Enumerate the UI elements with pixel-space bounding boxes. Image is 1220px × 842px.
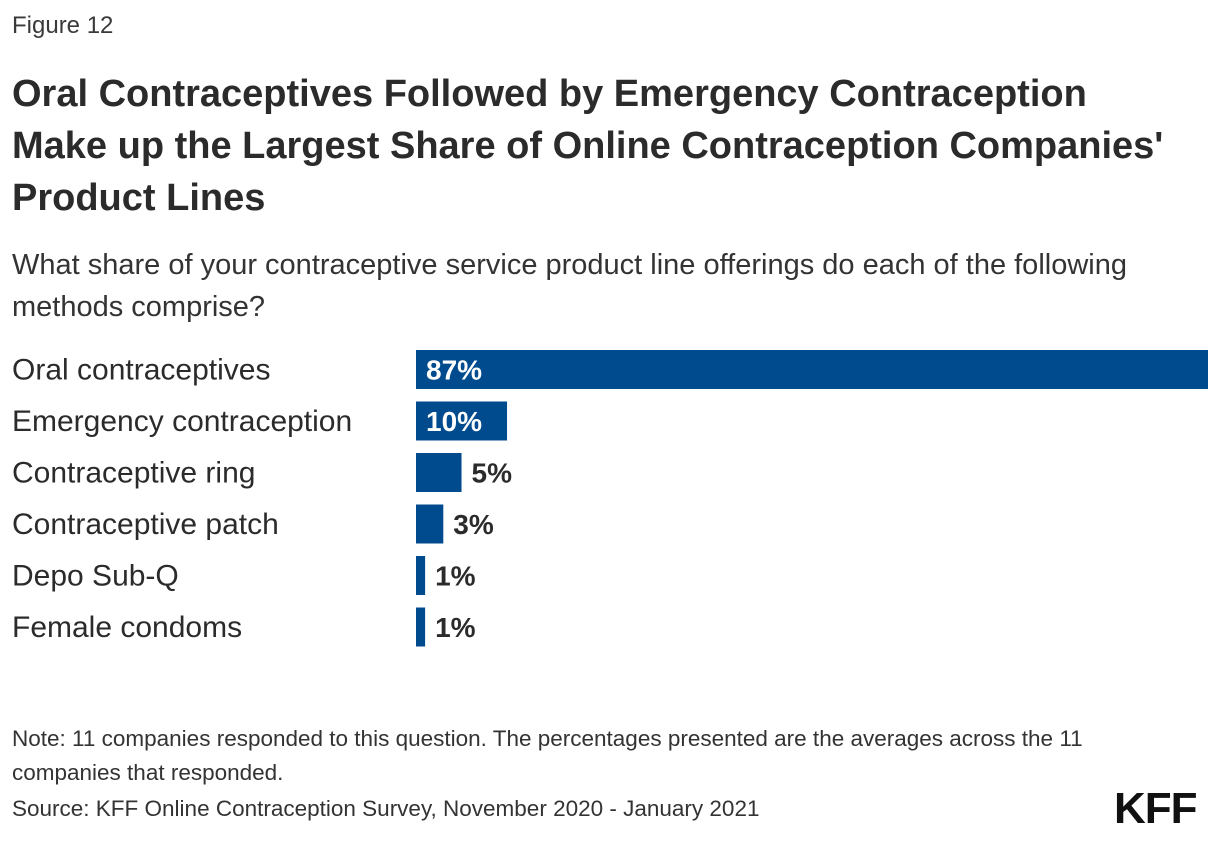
bar: [416, 350, 1208, 389]
category-label: Emergency contraception: [12, 405, 352, 438]
bar: [416, 556, 426, 595]
category-label: Depo Sub-Q: [12, 560, 179, 593]
category-label: Oral contraceptives: [12, 354, 270, 387]
bar: [416, 401, 508, 441]
chart-source: Source: KFF Online Contraception Survey,…: [12, 796, 760, 821]
chart-note: Note: 11 companies responded to this que…: [12, 726, 1083, 785]
value-label: 5%: [472, 458, 513, 489]
figure-label: Figure 12: [12, 12, 114, 39]
value-label: 1%: [435, 612, 476, 643]
value-label: 87%: [426, 355, 482, 386]
bar: [416, 607, 426, 647]
chart-title: Oral Contraceptives Followed by Emergenc…: [12, 73, 1164, 219]
bar: [416, 453, 462, 492]
value-label: 10%: [426, 406, 482, 437]
value-label: 3%: [453, 509, 494, 540]
category-label: Contraceptive patch: [12, 508, 279, 541]
category-label: Contraceptive ring: [12, 457, 255, 490]
bar-chart: Oral contraceptives 87% Emergency contrace…: [12, 350, 1208, 647]
kff-logo: KFF: [1114, 784, 1198, 833]
chart-subtitle: What share of your contraceptive service…: [12, 249, 1127, 323]
bar: [416, 504, 444, 544]
category-label: Female condoms: [12, 611, 242, 644]
value-label: 1%: [435, 561, 476, 592]
